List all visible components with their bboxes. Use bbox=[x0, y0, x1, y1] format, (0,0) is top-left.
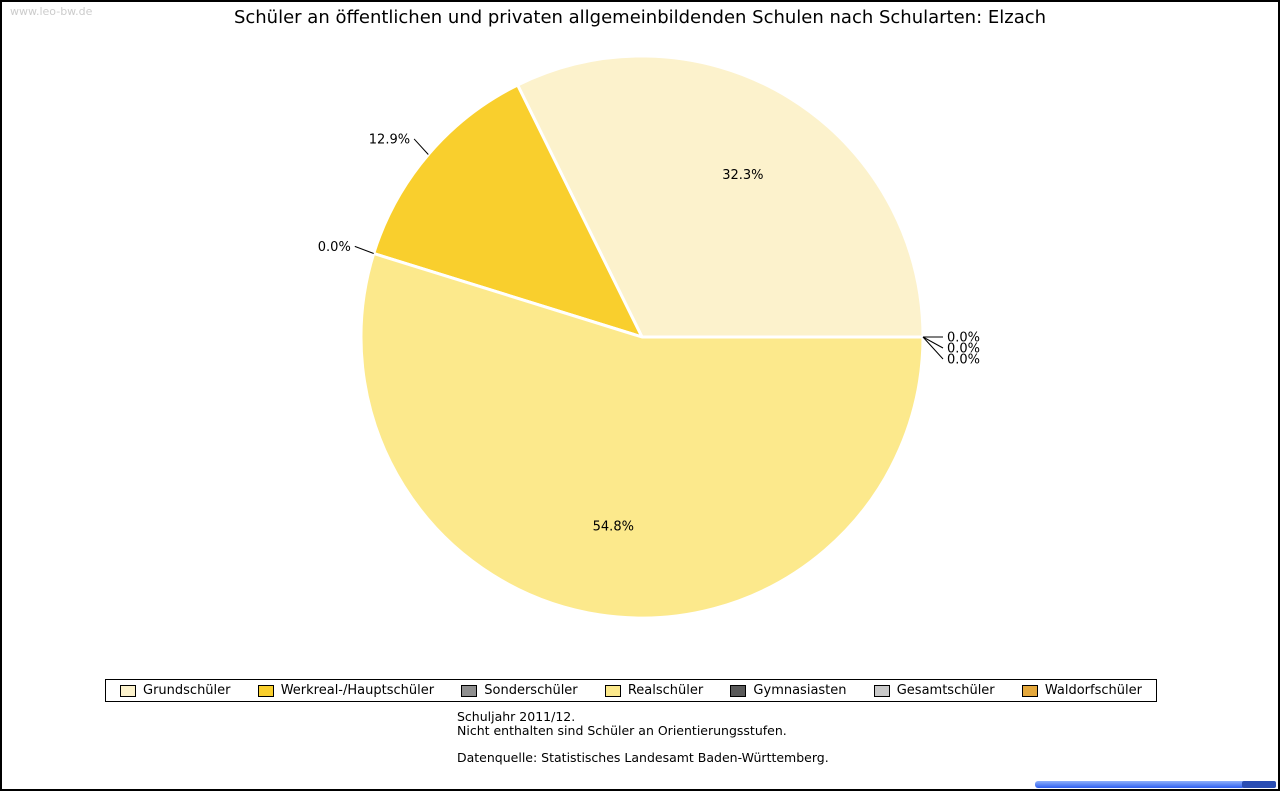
legend-item-sonderschüler: Sonderschüler bbox=[461, 683, 578, 698]
legend-swatch bbox=[604, 684, 621, 697]
legend-item-grundschüler: Grundschüler bbox=[120, 683, 231, 698]
data-label-realschüler: 54.8% bbox=[593, 519, 634, 534]
data-label-werkreal-hauptschüler: 12.9% bbox=[369, 132, 410, 147]
legend-item-werkreal-hauptschüler: Werkreal-/Hauptschüler bbox=[257, 683, 435, 698]
legend-label: Realschüler bbox=[627, 683, 704, 698]
label-leader-line bbox=[922, 336, 944, 349]
legend-swatch bbox=[873, 684, 890, 697]
legend-label: Grundschüler bbox=[143, 683, 231, 698]
legend: Grundschüler Werkreal-/Hauptschüler Sonder… bbox=[105, 679, 1157, 702]
horizontal-scrollbar-end-button[interactable] bbox=[1242, 781, 1276, 788]
label-leader-line bbox=[922, 336, 944, 360]
legend-label: Waldorfschüler bbox=[1044, 683, 1142, 698]
label-leader-line bbox=[413, 138, 429, 155]
legend-swatch bbox=[730, 684, 747, 697]
watermark: www.leo-bw.de bbox=[10, 5, 93, 18]
footnote-line-1: Schuljahr 2011/12. bbox=[457, 709, 576, 724]
legend-label: Gymnasiasten bbox=[753, 683, 847, 698]
data-label-gesamtschüler: 0.0% bbox=[947, 342, 980, 357]
legend-item-gesamtschüler: Gesamtschüler bbox=[873, 683, 995, 698]
horizontal-scrollbar-thumb[interactable] bbox=[1035, 781, 1245, 788]
legend-swatch bbox=[461, 684, 478, 697]
source-note: Datenquelle: Statistisches Landesamt Bad… bbox=[457, 750, 829, 765]
pie-slice-realschüler bbox=[359, 252, 925, 620]
footnotes: Schuljahr 2011/12. Nicht enthalten sind … bbox=[457, 710, 829, 765]
legend-label: Sonderschüler bbox=[484, 683, 578, 698]
footnote-line-2: Nicht enthalten sind Schüler an Orientie… bbox=[457, 723, 787, 738]
legend-swatch bbox=[1021, 684, 1038, 697]
label-leader-line bbox=[354, 245, 374, 254]
legend-swatch bbox=[257, 684, 274, 697]
legend-swatch bbox=[120, 684, 136, 697]
data-label-grundschüler: 32.3% bbox=[722, 168, 763, 183]
legend-item-realschüler: Realschüler bbox=[604, 683, 704, 698]
chart-title: Schüler an öffentlichen und privaten all… bbox=[233, 7, 1047, 28]
legend-label: Werkreal-/Hauptschüler bbox=[280, 683, 435, 698]
data-label-waldorfschüler: 0.0% bbox=[947, 353, 980, 368]
legend-label: Gesamtschüler bbox=[896, 683, 995, 698]
data-label-gymnasiasten: 0.0% bbox=[947, 331, 980, 346]
pie-slice-grundschüler bbox=[516, 54, 925, 339]
legend-item-waldorfschüler: Waldorfschüler bbox=[1021, 683, 1142, 698]
legend-item-gymnasiasten: Gymnasiasten bbox=[730, 683, 847, 698]
data-label-sonderschüler: 0.0% bbox=[318, 240, 351, 255]
